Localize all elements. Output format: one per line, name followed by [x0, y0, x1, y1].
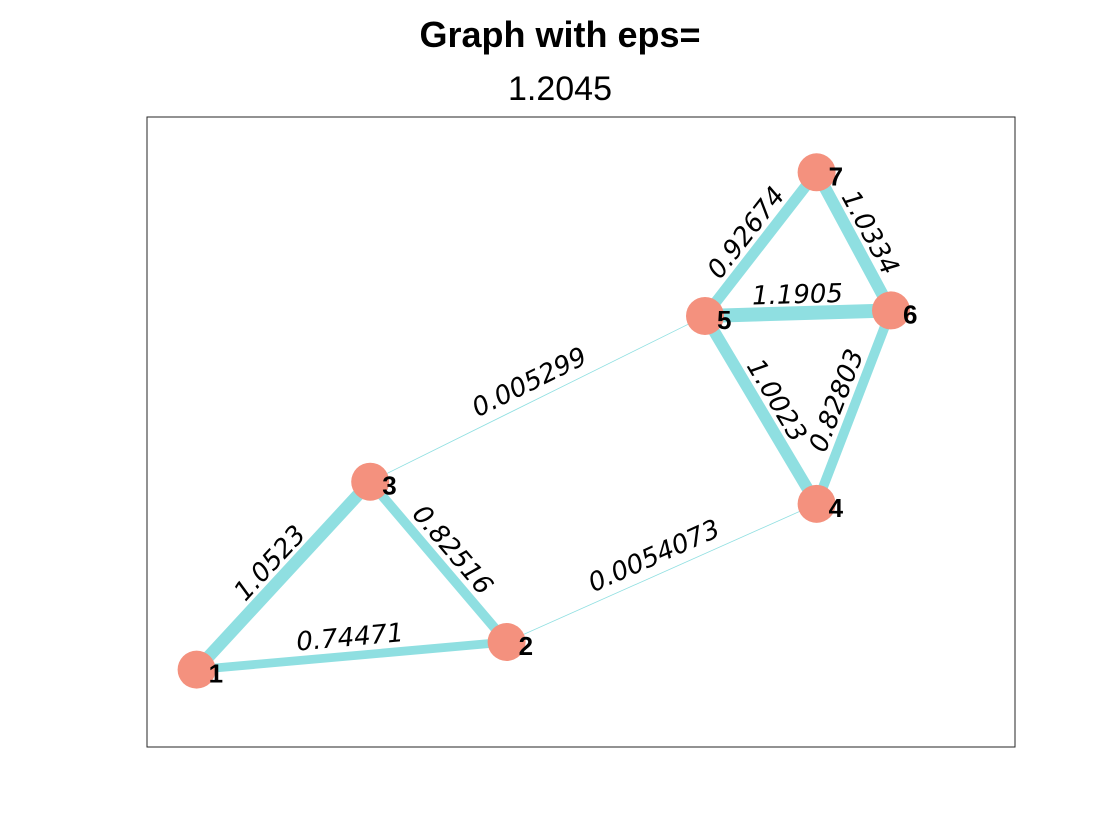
edge-label-2-4: 0.0054073 [584, 514, 725, 599]
edge-7-6 [811, 169, 897, 314]
node-label-4: 4 [829, 493, 844, 523]
node-label-1: 1 [209, 659, 223, 689]
edge-3-2 [366, 478, 511, 646]
figure-title: Graph with eps= [419, 14, 701, 55]
figure-subtitle: 1.2045 [508, 70, 612, 108]
edge-1-2 [196, 637, 507, 674]
edge-label-3-5: 0.005299 [467, 342, 591, 424]
node-4 [797, 484, 836, 523]
node-2 [487, 623, 526, 661]
edge-2-4 [506, 503, 817, 643]
edge-label-3-2: 0.82516 [406, 500, 499, 601]
edge-1-3 [192, 477, 375, 674]
edge-5-4 [699, 312, 822, 507]
edge-label-5-6: 1.1905 [752, 279, 844, 312]
node-3 [351, 462, 390, 501]
edge-labels-layer: 1.05230.744710.825160.0052990.00540730.9… [228, 181, 904, 657]
edge-4-6 [812, 308, 896, 506]
node-1 [177, 650, 216, 689]
node-labels-layer: 1 2 3 4 5 6 7 [209, 161, 918, 688]
node-7 [797, 153, 836, 192]
nodes-layer [177, 153, 910, 689]
axes-box [146, 116, 1016, 748]
node-label-6: 6 [903, 299, 917, 329]
node-label-2: 2 [519, 631, 533, 661]
node-6 [872, 291, 910, 330]
edge-3-5 [370, 315, 706, 483]
node-label-7: 7 [829, 161, 843, 191]
edge-5-6 [704, 303, 892, 323]
edge-5-7 [700, 168, 821, 320]
node-label-3: 3 [382, 471, 396, 501]
edges-layer [192, 168, 897, 674]
node-label-5: 5 [717, 305, 731, 335]
node-5 [686, 296, 724, 335]
